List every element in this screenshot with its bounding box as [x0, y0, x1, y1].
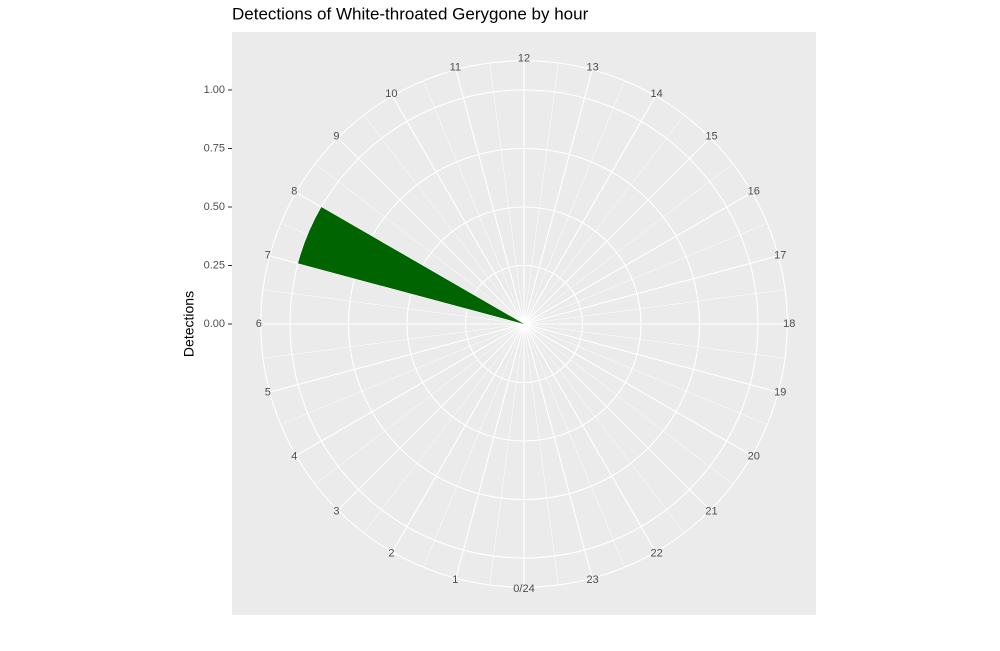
x-tick-label: 6 — [256, 318, 262, 330]
grid-line — [523, 255, 779, 325]
grid-line — [523, 323, 779, 393]
grid-line — [523, 323, 593, 579]
x-tick-label: 9 — [333, 130, 339, 142]
x-tick-label: 0/24 — [513, 583, 534, 595]
x-tick-label: 12 — [518, 53, 530, 65]
grid-line — [391, 323, 525, 553]
minor-grid-line — [523, 323, 625, 568]
grid-line — [455, 69, 525, 325]
grid-line — [337, 323, 525, 511]
grid-line — [295, 323, 525, 457]
minor-grid-line — [523, 323, 734, 485]
minor-grid-line — [314, 323, 525, 485]
x-tick-label: 20 — [748, 451, 760, 463]
y-tick-label: 0.25 — [204, 259, 225, 271]
x-tick-label: 16 — [748, 185, 760, 197]
x-tick-label: 22 — [651, 548, 663, 560]
y-axis-label: Detections — [181, 291, 197, 357]
grid-line — [337, 137, 525, 325]
x-tick-label: 19 — [774, 387, 786, 399]
minor-grid-line — [523, 323, 685, 534]
grid-line — [523, 323, 753, 457]
y-tick-label: 0.75 — [204, 142, 225, 154]
grid-line — [269, 323, 525, 393]
minor-grid-line — [523, 223, 768, 325]
minor-grid-line — [523, 80, 625, 325]
x-tick-label: 23 — [587, 574, 599, 586]
x-tick-label: 7 — [265, 249, 271, 261]
minor-grid-line — [423, 80, 525, 325]
x-tick-label: 11 — [450, 62, 461, 74]
y-tick-label: 1.00 — [204, 84, 225, 96]
minor-grid-line — [523, 323, 768, 425]
minor-grid-line — [262, 289, 525, 325]
grid-line — [269, 255, 525, 325]
grid-line — [523, 137, 711, 325]
x-tick-label: 18 — [783, 318, 795, 330]
minor-grid-line — [489, 62, 525, 325]
grid-line — [523, 323, 657, 553]
minor-grid-line — [423, 323, 525, 568]
minor-grid-line — [262, 323, 525, 359]
grid-line — [523, 191, 753, 325]
y-tick-label: 0.50 — [204, 201, 225, 213]
x-tick-label: 13 — [587, 62, 599, 74]
grid-line — [391, 95, 525, 325]
x-tick-label: 1 — [452, 574, 458, 586]
x-tick-label: 4 — [291, 451, 297, 463]
x-tick-label: 8 — [291, 185, 297, 197]
minor-grid-line — [523, 114, 685, 325]
grid-line — [523, 323, 711, 511]
minor-grid-line — [523, 323, 786, 359]
x-tick-label: 15 — [705, 130, 717, 142]
minor-grid-line — [523, 289, 786, 325]
grid-line — [523, 69, 593, 325]
grid-line — [523, 95, 657, 325]
bar — [297, 207, 524, 324]
x-tick-label: 10 — [385, 88, 397, 100]
x-tick-label: 21 — [705, 505, 717, 517]
minor-grid-line — [363, 114, 525, 325]
x-tick-label: 17 — [774, 249, 786, 261]
x-tick-label: 3 — [333, 505, 339, 517]
minor-grid-line — [523, 323, 559, 586]
minor-grid-line — [314, 163, 525, 325]
grid-line — [455, 323, 525, 579]
x-tick-label: 14 — [651, 88, 663, 100]
chart-title: Detections of White-throated Gerygone by… — [232, 4, 589, 23]
minor-grid-line — [489, 323, 525, 586]
minor-grid-line — [363, 323, 525, 534]
y-tick-label: 0.00 — [204, 318, 225, 330]
minor-grid-line — [523, 163, 734, 325]
x-tick-label: 2 — [388, 548, 394, 560]
minor-grid-line — [523, 62, 559, 325]
x-tick-label: 5 — [265, 387, 271, 399]
minor-grid-line — [280, 323, 525, 425]
